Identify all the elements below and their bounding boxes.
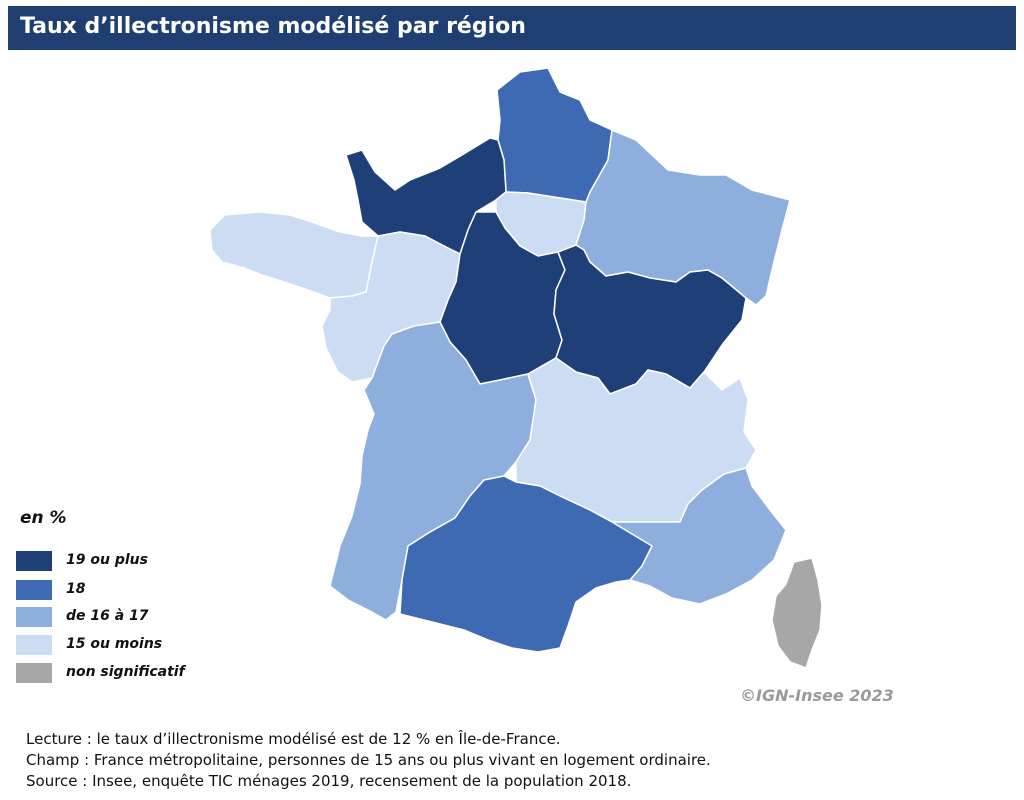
copyright-text: ©IGN-Insee 2023: [740, 686, 894, 705]
legend-swatch: [16, 551, 52, 571]
legend-label: 19 ou plus: [66, 552, 148, 568]
legend-title: en %: [20, 508, 67, 528]
title-bar: Taux d’illectronisme modélisé par région: [8, 6, 1016, 50]
map-title: Taux d’illectronisme modélisé par région: [20, 14, 526, 39]
source-notes: Lecture : le taux d’illectronisme modéli…: [26, 729, 711, 792]
region-bourgogne-franche-comte: [553, 244, 747, 395]
legend-swatch: [16, 607, 52, 627]
region-paca: [611, 467, 787, 605]
france-region-map: [209, 67, 823, 669]
legend-swatch: [16, 663, 52, 683]
legend-label: 15 ou moins: [66, 636, 163, 652]
note-source: Source : Insee, enquête TIC ménages 2019…: [26, 772, 632, 790]
note-lecture: Lecture : le taux d’illectronisme modéli…: [26, 730, 561, 748]
region-hauts-de-france: [496, 67, 613, 203]
legend-label: non significatif: [66, 664, 185, 680]
region-corse: [771, 557, 823, 669]
note-champ: Champ : France métropolitaine, personnes…: [26, 751, 711, 769]
legend-swatch: [16, 580, 52, 600]
region-bretagne: [209, 211, 379, 299]
legend-label: de 16 à 17: [66, 608, 149, 624]
legend-swatch: [16, 635, 52, 655]
legend-label: 18: [66, 581, 86, 597]
